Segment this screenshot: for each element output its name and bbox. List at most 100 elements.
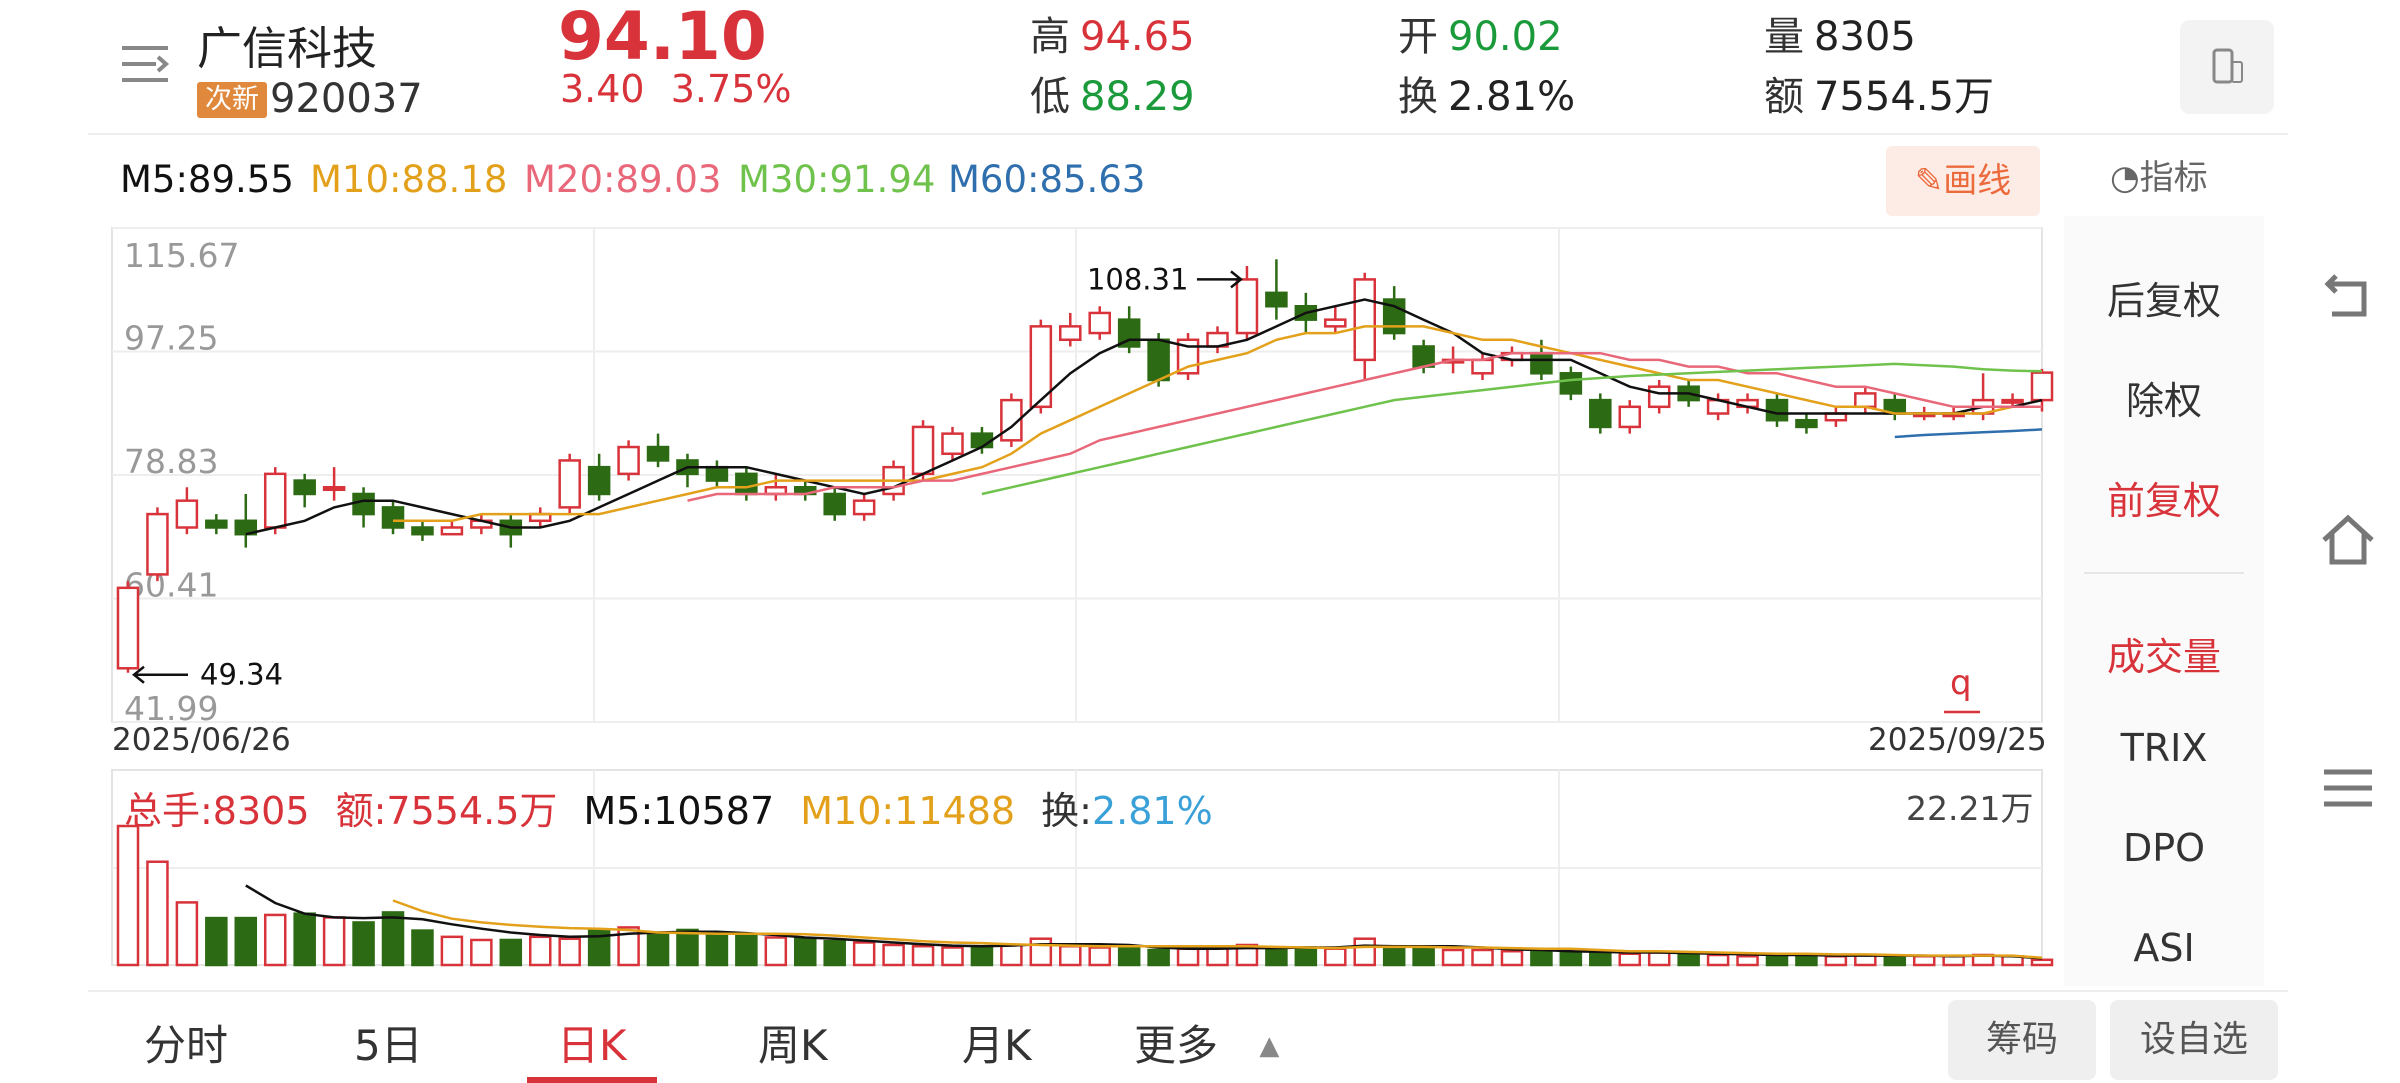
caret-up-icon: ▲	[1259, 1031, 1280, 1061]
candle-body	[263, 472, 287, 529]
amount-value: 7554.5万	[1814, 74, 1994, 120]
candle-body	[705, 465, 729, 482]
turnover-label: 换	[1398, 74, 1438, 120]
volume-bar	[646, 932, 670, 967]
volume-bar	[146, 860, 169, 967]
tab-5day[interactable]: 5日	[354, 1021, 423, 1070]
landscape-toggle-button[interactable]	[2180, 20, 2274, 114]
pencil-icon: ✎	[1914, 161, 1944, 201]
volume-bar	[381, 911, 405, 967]
candle-body	[941, 432, 964, 455]
side-item-post-adjusted[interactable]: 后复权	[2106, 279, 2221, 323]
candle-body	[1559, 372, 1583, 395]
candle-body	[558, 459, 581, 509]
volume-bar	[941, 946, 964, 967]
volume-bar	[1647, 951, 1671, 967]
stock-name: 广信科技	[197, 22, 378, 75]
back-icon[interactable]	[2320, 270, 2376, 326]
candle-body	[234, 519, 258, 536]
ma-line-m20	[687, 351, 2042, 502]
candle-body	[1530, 351, 1553, 375]
gauge-icon: ◔	[2110, 158, 2140, 198]
low-stat: 低 88.29	[1030, 64, 1195, 122]
chips-button[interactable]: 筹码	[1948, 1000, 2096, 1080]
high-value: 94.65	[1080, 14, 1195, 60]
volume-bar	[1117, 947, 1141, 967]
tab-daily-k[interactable]: 日K	[557, 1021, 627, 1070]
menu-icon[interactable]	[120, 40, 172, 92]
candle-body	[587, 465, 611, 496]
volume-bar	[1353, 937, 1377, 967]
ma20-legend: M20:89.03	[524, 158, 722, 201]
start-date-label: 2025/06/26	[112, 722, 291, 758]
draw-line-button[interactable]: ✎画线	[1886, 146, 2040, 216]
candle-body	[1353, 278, 1377, 362]
volume-bar	[1088, 946, 1111, 967]
draw-line-label: 画线	[1943, 161, 2012, 201]
volume-bar	[1265, 947, 1288, 967]
side-item-asi[interactable]: ASI	[2133, 926, 2195, 970]
volume-bar	[1176, 947, 1200, 967]
volume-bar	[1824, 954, 1848, 967]
candle-body	[146, 512, 169, 576]
recent-apps-icon[interactable]	[2320, 760, 2376, 816]
volume-bar	[1942, 954, 1965, 967]
ma30-legend: M30:91.94	[738, 158, 936, 201]
home-icon[interactable]	[2320, 512, 2376, 568]
candle-body	[1324, 318, 1347, 328]
ma5-legend: M5:89.55	[120, 158, 294, 201]
tab-weekly-k[interactable]: 周K	[758, 1021, 828, 1070]
candle-body	[2001, 398, 2024, 404]
side-item-dpo[interactable]: DPO	[2122, 826, 2206, 870]
add-watchlist-button[interactable]: 设自选	[2110, 1000, 2278, 1080]
ma60-legend: M60:85.63	[948, 158, 1146, 201]
volume-bar	[1795, 953, 1818, 967]
kline-chart[interactable]: 115.67 97.25 78.83 60.41 41.99 108.31 49.34 q	[0, 0, 2060, 990]
volume-bar	[205, 916, 228, 967]
volume-bar	[293, 912, 316, 967]
volume-bar	[1412, 947, 1435, 967]
candle-body	[1618, 405, 1642, 429]
high-stat: 高 94.65	[1030, 4, 1195, 62]
volume-turnover-label: 换:	[1041, 789, 1092, 833]
volume-bar	[2030, 958, 2054, 967]
volume-bar	[1382, 944, 1406, 967]
indicator-button[interactable]: ◔指标	[2110, 150, 2208, 199]
volume-bar	[1883, 954, 1907, 967]
volume-bar	[1471, 948, 1494, 967]
side-item-trix[interactable]: TRIX	[2120, 726, 2208, 770]
candle-body	[1147, 338, 1170, 382]
tab-monthly-k[interactable]: 月K	[962, 1021, 1032, 1070]
volume-total: 总手:8305	[124, 789, 310, 833]
ma-line-m60	[1894, 428, 2043, 439]
tab-more[interactable]: 更多 ▲	[1134, 1012, 1279, 1073]
side-item-volume[interactable]: 成交量	[2106, 635, 2221, 679]
volume-bar	[882, 943, 905, 967]
volume-bar	[263, 913, 287, 967]
volume-bar	[911, 944, 935, 967]
volume-bar	[1441, 948, 1465, 967]
volume-bar	[411, 929, 434, 967]
volume-ma-line-m10	[392, 899, 2043, 960]
volume-bar	[499, 938, 523, 967]
volume-bar	[764, 936, 788, 967]
side-item-ex-rights[interactable]: 除权	[2125, 379, 2202, 423]
max-price-label: 108.31	[1087, 262, 1188, 296]
volume-bar	[735, 934, 758, 967]
volume-bar	[440, 935, 464, 967]
side-item-pre-adjusted[interactable]: 前复权	[2106, 479, 2221, 523]
candle-body	[175, 499, 199, 529]
low-label: 低	[1030, 74, 1070, 120]
stock-code: 920037	[270, 76, 423, 122]
volume-bar	[1206, 946, 1229, 967]
volume-bar	[852, 941, 876, 967]
amount-stat: 额 7554.5万	[1764, 64, 1994, 122]
tab-intraday[interactable]: 分时	[144, 1021, 229, 1070]
price-change: 3.40 3.75%	[560, 67, 791, 111]
candle-body	[1471, 358, 1494, 375]
candle-body	[1235, 278, 1259, 335]
candle-body	[322, 486, 346, 492]
candle-body	[352, 492, 375, 516]
volume-ma10: M10:11488	[800, 789, 1016, 833]
return-marker-icon: q	[1950, 663, 1972, 703]
